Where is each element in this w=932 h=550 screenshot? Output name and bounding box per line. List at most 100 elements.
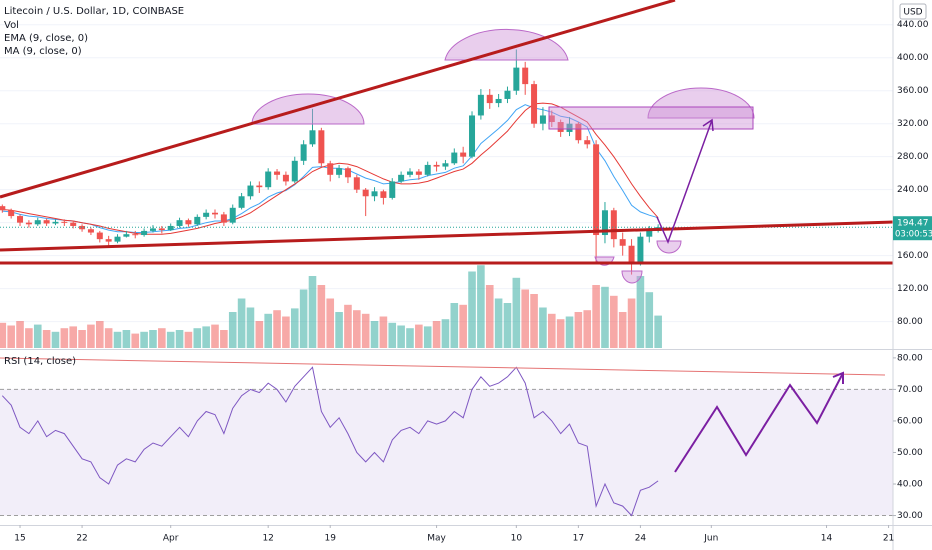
candle-body <box>229 207 236 223</box>
rsi-trendline <box>0 357 886 376</box>
candle-body <box>256 185 263 188</box>
candle-body <box>318 130 325 164</box>
volume-bar <box>547 313 556 348</box>
candle-body <box>637 236 644 264</box>
volume-bar <box>51 331 60 348</box>
time-axis-bg <box>0 525 932 550</box>
rsi-tick-label: 50.00 <box>897 448 923 458</box>
volume-bar <box>361 313 370 348</box>
drawings <box>0 0 894 473</box>
candle-body <box>238 196 245 208</box>
volume-bar <box>441 319 450 348</box>
countdown: 03:00:53 <box>895 230 932 240</box>
candle-body <box>0 206 6 211</box>
candle-body <box>601 210 608 236</box>
volume-bar <box>645 292 654 348</box>
legend: Litecoin / U.S. Dollar, 1D, COINBASE Vol… <box>4 6 184 367</box>
currency: USD <box>903 8 922 18</box>
candle-body <box>43 220 50 224</box>
candle-body <box>646 230 653 237</box>
candle-body <box>247 185 254 197</box>
candles <box>0 49 662 275</box>
candle-body <box>17 216 24 223</box>
rsi-tick-label: 30.00 <box>897 511 923 521</box>
volume-bar <box>282 316 290 348</box>
x-tick-label: May <box>427 534 446 544</box>
candle-body <box>584 140 591 145</box>
x-tick-label: 17 <box>573 534 584 544</box>
volume-bar <box>406 328 414 348</box>
candle-body <box>557 122 564 132</box>
volume-bar <box>273 310 281 348</box>
price-axis-bg <box>893 0 932 550</box>
trendline <box>0 220 894 252</box>
volume-bar <box>131 333 140 348</box>
x-tick-label: 12 <box>262 534 273 544</box>
rsi-tick-label: 80.00 <box>897 353 923 363</box>
candle-body <box>610 210 617 240</box>
candle-body <box>203 212 210 217</box>
candle-body <box>486 94 493 104</box>
candle-body <box>460 152 467 157</box>
candle-body <box>451 152 458 164</box>
candle-body <box>52 221 59 224</box>
volume-bar <box>7 325 15 348</box>
last-price: 194.47 <box>897 219 929 229</box>
candle-body <box>406 171 413 175</box>
y-tick-label: 400.00 <box>897 53 929 63</box>
volume-bar <box>326 298 335 348</box>
candle-body <box>531 84 538 124</box>
candle-body <box>327 163 334 175</box>
x-tick-label: 19 <box>324 534 336 544</box>
volume-bar <box>610 295 618 348</box>
rsi-projection <box>674 372 844 473</box>
candle-body <box>8 210 15 217</box>
volume-bar <box>459 304 467 348</box>
candle-body <box>291 160 298 182</box>
y-tick-label: 240.00 <box>897 185 929 195</box>
volume-bar <box>335 312 343 348</box>
candle-body <box>141 230 148 236</box>
volume-bar <box>42 330 51 348</box>
volume-bar <box>166 331 175 348</box>
volume-bar <box>78 330 86 348</box>
candle-body <box>566 123 573 132</box>
cup-drawing <box>656 240 682 254</box>
volume-bar <box>388 322 397 348</box>
volume <box>0 265 662 348</box>
volume-bar <box>290 308 299 348</box>
volume-bar <box>104 328 113 348</box>
candle-body <box>212 212 219 215</box>
volume-bar <box>87 324 95 348</box>
y-tick-label: 360.00 <box>897 86 929 96</box>
candle-body <box>548 115 555 123</box>
volume-bar <box>539 307 547 348</box>
legend-volume: Vol <box>4 20 19 31</box>
volume-bar <box>397 325 405 348</box>
legend-ema: EMA (9, close, 0) <box>4 33 88 44</box>
y-tick-label: 280.00 <box>897 152 929 162</box>
candle-body <box>619 239 626 246</box>
volume-bar <box>202 326 210 348</box>
volume-bar <box>503 303 512 348</box>
volume-bar <box>317 285 326 348</box>
volume-bar <box>618 312 627 348</box>
candle-body <box>158 228 165 231</box>
legend-ma: MA (9, close, 0) <box>4 46 82 57</box>
volume-bar <box>512 277 521 348</box>
candle-body <box>575 123 582 141</box>
volume-bar <box>601 286 609 348</box>
volume-bar <box>25 328 33 348</box>
candle-body <box>442 163 449 167</box>
volume-bar <box>211 324 219 348</box>
candle-body <box>504 90 511 99</box>
candle-body <box>61 221 68 223</box>
volume-bar <box>583 310 592 348</box>
volume-bar <box>423 326 432 348</box>
volume-bar <box>264 313 272 348</box>
volume-bar <box>158 328 166 348</box>
volume-bar <box>95 321 104 348</box>
volume-bar <box>122 330 131 348</box>
candle-body <box>371 191 378 197</box>
